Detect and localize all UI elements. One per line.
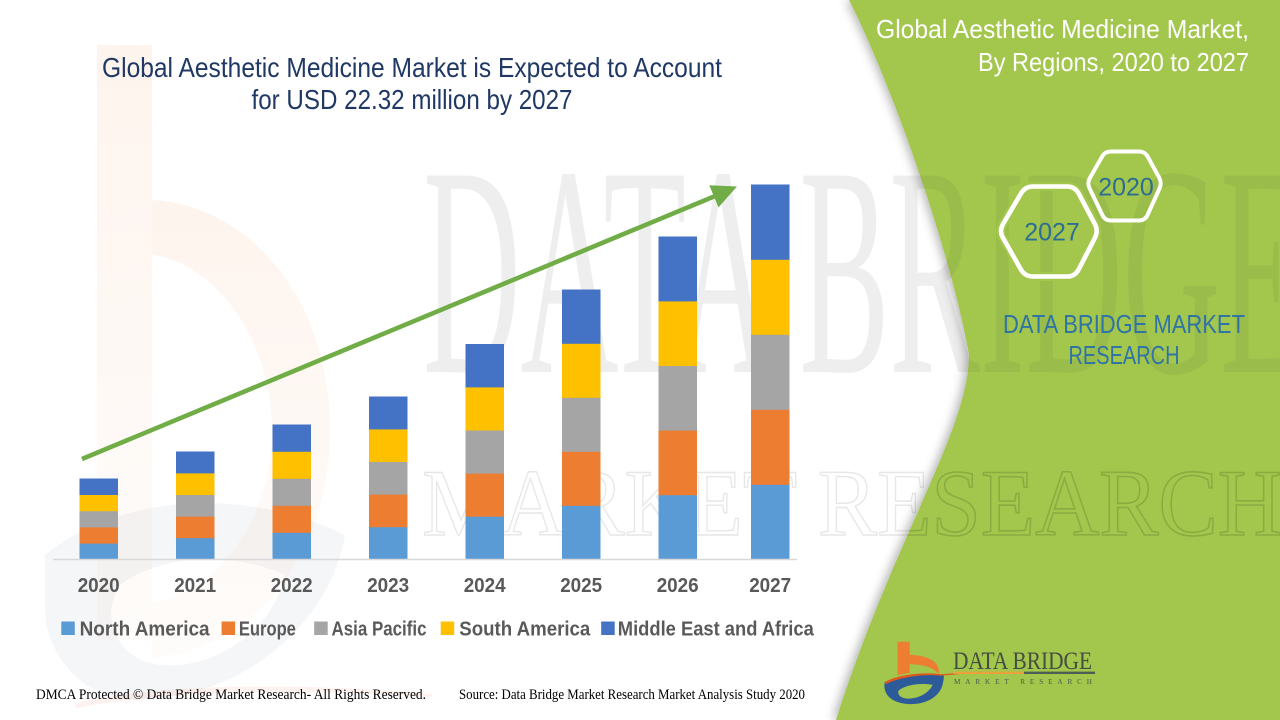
svg-text:2023: 2023 xyxy=(367,574,409,597)
svg-text:Middle East and Africa: Middle East and Africa xyxy=(618,619,815,641)
svg-text:North America: North America xyxy=(80,619,211,641)
svg-text:for USD 22.32 million by 2027: for USD 22.32 million by 2027 xyxy=(252,84,573,115)
svg-text:2024: 2024 xyxy=(464,574,507,597)
svg-text:2025: 2025 xyxy=(560,574,602,597)
svg-text:RESEARCH: RESEARCH xyxy=(1069,340,1180,370)
svg-text:Europe: Europe xyxy=(239,619,296,641)
svg-text:Source: Data Bridge Market Res: Source: Data Bridge Market Research Mark… xyxy=(459,687,805,703)
svg-text:DMCA Protected © Data Bridge M: DMCA Protected © Data Bridge Market Rese… xyxy=(36,687,426,703)
svg-text:Global Aesthetic Medicine Mark: Global Aesthetic Medicine Market, xyxy=(876,14,1249,44)
svg-text:2022: 2022 xyxy=(271,574,313,597)
svg-text:By Regions, 2020 to 2027: By Regions, 2020 to 2027 xyxy=(978,47,1249,77)
svg-text:DATA BRIDGE: DATA BRIDGE xyxy=(953,648,1092,675)
svg-text:DATA BRIDGE MARKET: DATA BRIDGE MARKET xyxy=(1003,309,1245,339)
svg-text:Asia Pacific: Asia Pacific xyxy=(332,619,427,641)
svg-text:2026: 2026 xyxy=(657,574,699,597)
svg-text:2021: 2021 xyxy=(174,574,216,597)
svg-text:2027: 2027 xyxy=(1024,219,1080,247)
svg-text:MARKET RESEARCH: MARKET RESEARCH xyxy=(954,678,1092,686)
svg-text:2027: 2027 xyxy=(749,574,791,597)
svg-text:2020: 2020 xyxy=(1098,174,1154,202)
svg-text:2020: 2020 xyxy=(78,574,120,597)
svg-text:South America: South America xyxy=(459,619,591,641)
svg-text:Global Aesthetic Medicine Mark: Global Aesthetic Medicine Market is Expe… xyxy=(102,52,722,83)
